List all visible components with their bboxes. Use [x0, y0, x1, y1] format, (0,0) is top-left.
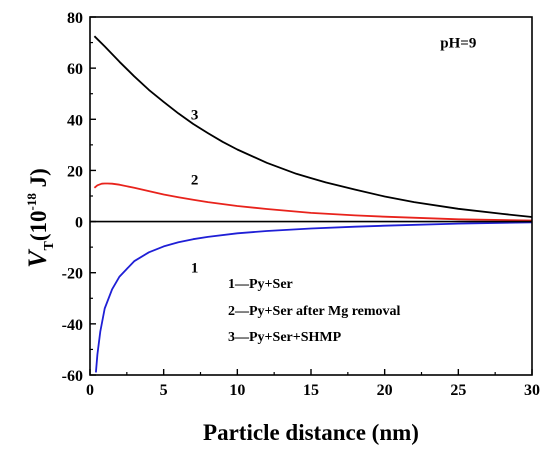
y-tick-label: -20: [62, 266, 83, 283]
x-tick-label: 30: [524, 382, 540, 399]
legend: 1—Py+Ser 2—Py+Ser after Mg removal 3—Py+…: [228, 277, 401, 345]
x-tick-label: 5: [160, 382, 168, 399]
y-tick-label: 40: [67, 112, 83, 129]
y-axis-title-unit-close: J): [26, 168, 51, 193]
y-tick-label: 60: [67, 61, 83, 78]
y-tick-label: 20: [67, 163, 83, 180]
series-line-1: [96, 222, 532, 372]
x-tick-label: 25: [450, 382, 466, 399]
legend-entry-1: 1—Py+Ser: [228, 277, 293, 292]
x-tick-label: 10: [229, 382, 245, 399]
y-tick-label: 80: [67, 10, 83, 27]
y-axis-title-unit-exp: -18: [24, 193, 39, 211]
legend-entry-3: 3—Py+Ser+SHMP: [228, 330, 342, 345]
plot-frame: [90, 17, 532, 375]
x-tick-label: 0: [86, 382, 94, 399]
ph-annotation: pH=9: [440, 36, 476, 52]
x-tick-label: 20: [377, 382, 393, 399]
legend-entry-2: 2—Py+Ser after Mg removal: [228, 304, 401, 319]
y-tick-label: 0: [75, 215, 83, 232]
y-tick-label: -60: [62, 368, 83, 385]
curve-label-1: 1: [191, 261, 199, 277]
x-axis-title: Particle distance (nm): [203, 420, 419, 445]
x-tick-label: 15: [303, 382, 319, 399]
annotations: pH=9 3 2 1: [191, 36, 477, 277]
y-axis-title: VT(10-18 J): [23, 168, 57, 268]
series-layer: [94, 36, 532, 372]
curve-label-3: 3: [191, 107, 199, 123]
series-line-2: [94, 184, 532, 221]
series-line-3: [94, 36, 532, 217]
curve-label-2: 2: [191, 172, 199, 188]
y-axis-title-unit-open: (10: [26, 210, 51, 241]
y-tick-label: -40: [62, 317, 83, 334]
